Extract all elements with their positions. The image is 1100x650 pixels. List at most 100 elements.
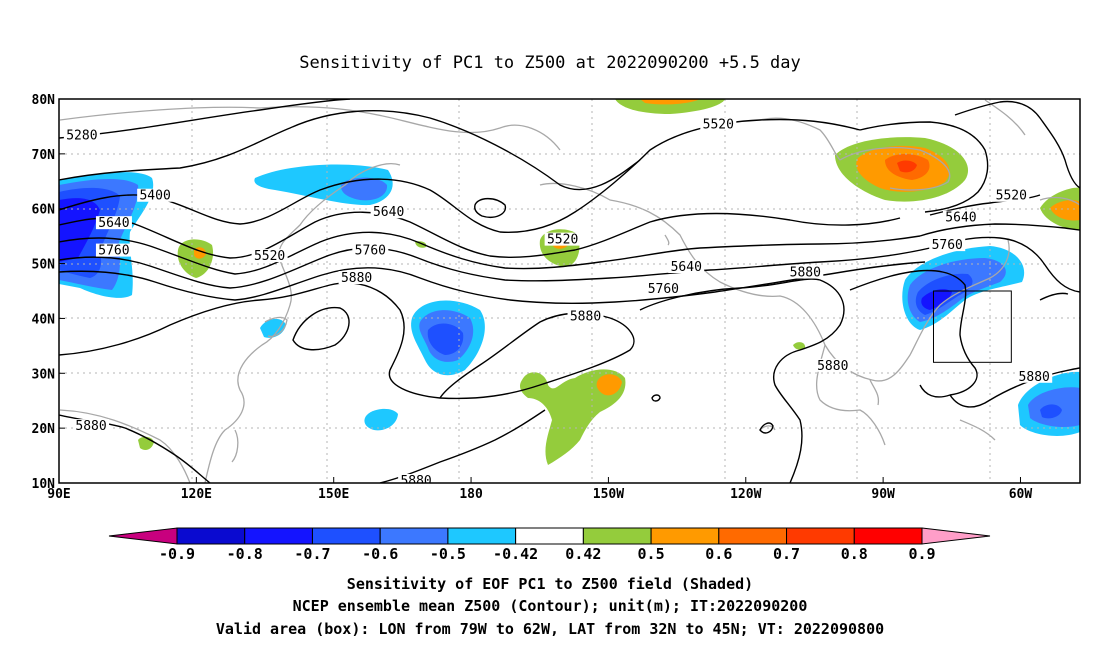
contour-label: 5640 xyxy=(945,211,976,226)
contour-label: 5520 xyxy=(703,117,734,132)
contour-label-bg xyxy=(567,309,604,323)
negative-sensitivity-area xyxy=(427,323,464,355)
colorbar-label: 0.42 xyxy=(565,545,601,563)
colorbar-label: -0.42 xyxy=(493,545,538,563)
contour-label-bg xyxy=(929,238,966,252)
colorbar-label: 0.5 xyxy=(638,545,665,563)
negative-sensitivity-area xyxy=(59,198,100,262)
contour-labels: 5280 5400 5640 5760 5520 5640 5760 5880 5520 5880… xyxy=(63,117,1053,489)
map-plot-area: 5280 5400 5640 5760 5520 5640 5760 5880 5520 5880… xyxy=(59,99,1080,489)
contour-label-bg xyxy=(544,232,581,246)
contour-label: 5880 xyxy=(570,309,601,324)
contour-label-bg xyxy=(63,128,100,142)
colorbar-label: -0.5 xyxy=(430,545,466,563)
colorbar-label: 0.9 xyxy=(908,545,935,563)
negative-sensitivity-area xyxy=(341,177,388,201)
contour-label-bg xyxy=(645,282,682,295)
colorbar-swatch xyxy=(515,527,584,545)
contour-label-bg xyxy=(137,188,174,202)
lat-tick-label: 20N xyxy=(32,422,56,437)
contour-label-bg xyxy=(993,188,1030,202)
valid-area-box xyxy=(932,290,1012,363)
lon-tick-label: 60W xyxy=(1009,487,1033,502)
colorbar-swatch xyxy=(379,527,449,545)
colorbar-swatch xyxy=(582,527,652,545)
contour-label: 5880 xyxy=(1019,370,1050,385)
colorbar-label: -0.6 xyxy=(362,545,398,563)
lat-tick-label: 30N xyxy=(32,367,56,382)
figure-title: Sensitivity of PC1 to Z500 at 2022090200… xyxy=(299,53,801,73)
lat-tick-label: 60N xyxy=(32,203,56,218)
colorbar-swatch xyxy=(786,527,855,545)
contour-label: 5520 xyxy=(254,249,285,264)
contour-label-bg xyxy=(668,260,705,274)
contour-label-bg xyxy=(1016,369,1053,383)
negative-sensitivity-area xyxy=(1040,404,1062,419)
lon-tick-label: 120W xyxy=(730,487,761,502)
colorbar-right-arrow xyxy=(921,527,991,545)
contour-label-bg xyxy=(942,210,979,224)
contour-label: 5880 xyxy=(75,419,106,434)
colorbar-swatch xyxy=(447,527,517,545)
contour-label-bg xyxy=(352,243,389,257)
negative-sensitivity-area xyxy=(921,289,952,310)
lon-tick-label: 90W xyxy=(871,487,895,502)
lat-tick-label: 10N xyxy=(32,477,56,492)
positive-sensitivity-area xyxy=(415,241,427,248)
positive-sensitivity-area xyxy=(897,160,917,173)
contour-label: 5640 xyxy=(671,260,702,275)
colorbar-label: 0.8 xyxy=(841,545,868,563)
contour-label: 5520 xyxy=(547,233,578,248)
contour-label-bg xyxy=(338,271,375,285)
lon-tick-label: 150W xyxy=(593,487,624,502)
lat-tick-label: 40N xyxy=(32,312,56,327)
colorbar-left-arrow xyxy=(108,527,178,545)
contour-label: 5880 xyxy=(400,474,431,489)
colorbar-label: 0.6 xyxy=(705,545,732,563)
lat-tick-label: 50N xyxy=(32,258,56,273)
contour-label: 5760 xyxy=(932,238,963,253)
colorbar-swatch xyxy=(244,527,313,545)
contour-label: 5880 xyxy=(817,359,848,374)
colorbar-swatch xyxy=(311,527,381,545)
contour-label-bg xyxy=(787,265,824,279)
contour-label-bg xyxy=(398,474,435,483)
colorbar-label: -0.9 xyxy=(159,545,195,563)
contour-label-bg xyxy=(95,216,132,230)
lon-tick-label: 90E xyxy=(47,487,70,502)
positive-sensitivity-area xyxy=(640,99,700,105)
sensitivity-shading xyxy=(59,99,1080,465)
positive-sensitivity-area xyxy=(520,369,626,465)
positive-sensitivity-area xyxy=(596,374,622,396)
contour-label-bg xyxy=(95,243,132,257)
colorbar: -0.9 -0.8 -0.7 -0.6 -0.5 -0.42 0.42 0.5 0.6 0.7 0.… xyxy=(108,527,991,563)
colorbar-label: -0.7 xyxy=(294,545,330,563)
positive-sensitivity-area xyxy=(177,239,214,278)
contour-label: 5640 xyxy=(373,205,404,220)
positive-sensitivity-area xyxy=(793,342,806,350)
lat-tick-label: 70N xyxy=(32,148,56,163)
contour-label-bg xyxy=(251,249,288,263)
contour-label: 5520 xyxy=(996,189,1027,204)
contour-label: 5280 xyxy=(66,128,97,143)
contour-label: 5640 xyxy=(98,216,129,231)
colorbar-label: -0.8 xyxy=(227,545,263,563)
contour-label: 5760 xyxy=(98,244,129,259)
caption-line-2: NCEP ensemble mean Z500 (Contour); unit(… xyxy=(293,597,808,615)
lon-tick-label: 180 xyxy=(459,487,483,502)
colorbar-swatch xyxy=(853,527,923,545)
colorbar-swatch xyxy=(650,527,720,545)
contour-label: 5400 xyxy=(139,189,170,204)
contour-label: 5880 xyxy=(341,271,372,286)
caption-line-3: Valid area (box): LON from 79W to 62W, L… xyxy=(216,620,884,638)
contour-label-bg xyxy=(370,205,407,219)
colorbar-swatch xyxy=(718,527,788,545)
contour-label-bg xyxy=(73,419,110,433)
positive-sensitivity-area xyxy=(1050,200,1080,221)
contour-label: 5880 xyxy=(790,266,821,281)
colorbar-swatch xyxy=(176,527,246,545)
lat-tick-label: 80N xyxy=(32,93,56,108)
contour-label-bg xyxy=(700,117,737,131)
latitude-axis: 80N 70N 60N 50N 40N 30N 20N 10N xyxy=(32,93,65,492)
